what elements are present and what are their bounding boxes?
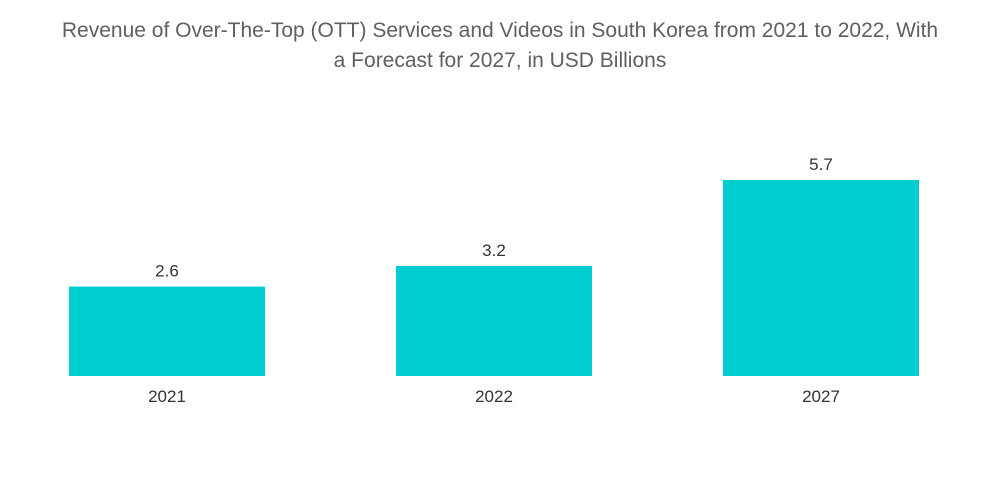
- x-tick-label-2027: 2027: [802, 387, 840, 406]
- chart-title-line-2: a Forecast for 2027, in USD Billions: [333, 49, 667, 72]
- x-tick-label-2022: 2022: [475, 387, 513, 406]
- bar-2021: [69, 286, 265, 376]
- data-label-2027: 5.7: [809, 155, 833, 174]
- x-tick-label-2021: 2021: [148, 387, 186, 406]
- chart-title: Revenue of Over-The-Top (OTT) Services a…: [0, 16, 1000, 76]
- data-labels-group: 2.6 3.2 5.7: [155, 155, 833, 281]
- bars-group: [69, 180, 919, 376]
- data-label-2022: 3.2: [482, 241, 506, 260]
- data-label-2021: 2.6: [155, 262, 179, 281]
- x-tick-labels-group: 2021 2022 2027: [148, 387, 840, 406]
- chart-title-line-1: Revenue of Over-The-Top (OTT) Services a…: [61, 19, 939, 42]
- bar-2027: [723, 180, 919, 376]
- bar-2022: [396, 265, 592, 376]
